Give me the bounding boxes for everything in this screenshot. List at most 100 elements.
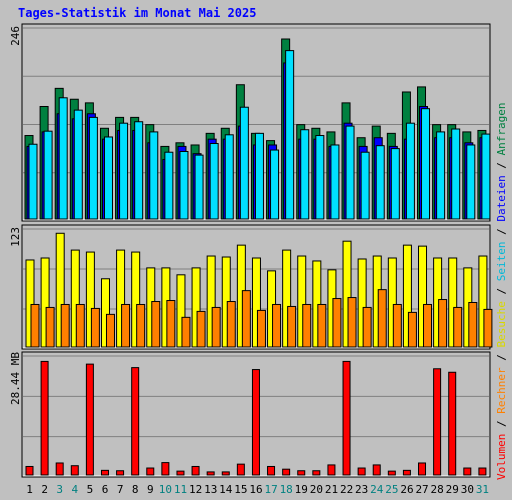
- bar-rechner: [256, 309, 266, 348]
- bar-volumen: [312, 470, 321, 476]
- bar-besuche: [402, 244, 412, 348]
- bar-volumen: [206, 471, 215, 476]
- bar-seiten: [119, 122, 129, 220]
- bar-seiten: [300, 129, 310, 220]
- bar-rechner: [362, 306, 372, 348]
- bar-besuche: [191, 267, 201, 348]
- bar-rechner: [453, 306, 463, 348]
- bar-seiten: [28, 143, 38, 220]
- legend-anfragen: Anfragen: [495, 102, 508, 155]
- x-tick-label: 22: [340, 483, 353, 496]
- legend-seiten: Seiten: [495, 242, 508, 282]
- bar-besuche: [251, 257, 261, 348]
- bar-rechner: [438, 299, 448, 348]
- x-tick-label: 11: [174, 483, 187, 496]
- bar-besuche: [25, 259, 35, 348]
- x-tick-label: 31: [476, 483, 489, 496]
- legend-separator: /: [495, 414, 508, 434]
- bar-seiten: [194, 154, 204, 220]
- bar-seiten: [481, 133, 491, 220]
- bar-seiten: [134, 121, 144, 220]
- bar-rechner: [211, 306, 221, 348]
- bar-rechner: [392, 303, 402, 348]
- bar-seiten: [254, 132, 264, 220]
- bar-volumen: [342, 360, 351, 476]
- bar-rechner: [272, 303, 282, 348]
- bar-rechner: [407, 311, 417, 348]
- x-tick-label: 13: [204, 483, 217, 496]
- x-tick-label: 3: [56, 483, 63, 496]
- bar-besuche: [85, 251, 95, 348]
- bar-besuche: [55, 232, 65, 348]
- ymax-label-volume: 28.44 MB: [9, 352, 22, 405]
- x-tick-label: 5: [87, 483, 94, 496]
- bar-rechner: [60, 303, 70, 348]
- x-tick-label: 24: [370, 483, 384, 496]
- bar-seiten: [405, 122, 415, 220]
- bar-besuche: [116, 249, 126, 348]
- bar-rechner: [121, 303, 131, 348]
- bar-seiten: [149, 131, 159, 220]
- bar-rechner: [423, 303, 433, 348]
- ymax-label-requests: 246: [9, 26, 22, 46]
- bar-seiten: [43, 130, 53, 220]
- legend-separator: /: [495, 222, 508, 242]
- legend-dateien: Dateien: [495, 175, 508, 221]
- x-tick-label: 2: [41, 483, 48, 496]
- bar-besuche: [297, 255, 307, 348]
- bar-besuche: [387, 257, 397, 348]
- bar-volumen: [448, 371, 457, 476]
- bar-rechner: [468, 301, 478, 348]
- bar-rechner: [302, 303, 312, 348]
- bar-volumen: [387, 470, 396, 476]
- x-tick-label: 23: [355, 483, 368, 496]
- bar-rechner: [347, 297, 357, 348]
- x-tick-label: 10: [159, 483, 172, 496]
- bar-seiten: [375, 145, 385, 220]
- legend-separator: /: [495, 348, 508, 368]
- x-tick-label: 9: [147, 483, 154, 496]
- bar-volumen: [55, 462, 64, 476]
- bar-besuche: [176, 274, 186, 348]
- bar-rechner: [332, 298, 342, 348]
- bar-besuche: [342, 240, 352, 348]
- bar-besuche: [418, 245, 428, 348]
- bar-rechner: [90, 307, 100, 348]
- bar-besuche: [478, 255, 488, 348]
- bar-rechner: [181, 316, 191, 348]
- x-tick-label: 4: [72, 483, 79, 496]
- bar-seiten: [345, 125, 355, 220]
- bar-besuche: [357, 258, 367, 348]
- bar-rechner: [75, 303, 85, 348]
- bar-rechner: [287, 305, 297, 348]
- bar-rechner: [136, 303, 146, 348]
- bar-volumen: [161, 462, 170, 476]
- bar-volumen: [100, 469, 109, 476]
- x-tick-label: 1: [26, 483, 33, 496]
- bar-seiten: [164, 151, 174, 220]
- bar-volumen: [251, 369, 260, 476]
- bar-volumen: [402, 469, 411, 476]
- bar-volumen: [327, 464, 336, 476]
- x-tick-label: 8: [132, 483, 139, 496]
- bar-rechner: [241, 290, 251, 348]
- bar-volumen: [116, 470, 125, 476]
- bar-seiten: [73, 109, 83, 220]
- bar-seiten: [360, 151, 370, 220]
- bar-volumen: [478, 467, 487, 476]
- bar-rechner: [45, 306, 55, 348]
- x-tick-label: 12: [189, 483, 202, 496]
- bar-volumen: [70, 465, 79, 476]
- x-tick-label: 7: [117, 483, 124, 496]
- x-tick-label: 16: [249, 483, 262, 496]
- bar-volumen: [463, 467, 472, 476]
- bar-volumen: [418, 462, 427, 476]
- bar-besuche: [100, 278, 110, 348]
- bar-besuche: [131, 251, 141, 348]
- bar-besuche: [448, 257, 458, 348]
- bar-rechner: [226, 301, 236, 348]
- bar-besuche: [70, 249, 80, 348]
- bar-volumen: [146, 467, 155, 476]
- ymax-label-visits: 123: [9, 227, 22, 247]
- bar-seiten: [58, 97, 68, 220]
